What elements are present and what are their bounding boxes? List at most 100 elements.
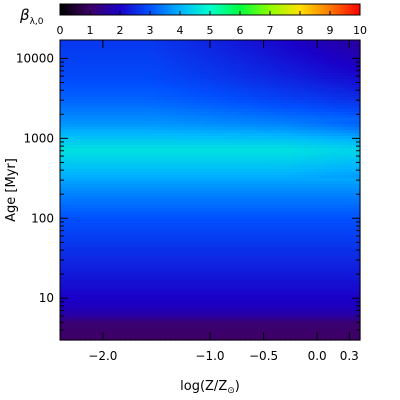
heatmap-cell — [285, 94, 291, 98]
heatmap-cell — [335, 229, 341, 233]
heatmap-cell — [135, 58, 141, 62]
heatmap-cell — [120, 178, 126, 182]
heatmap-cell — [70, 214, 76, 218]
heatmap-cell — [70, 169, 76, 173]
heatmap-cell — [315, 202, 321, 206]
heatmap-cell — [160, 67, 166, 71]
heatmap-cell — [340, 277, 346, 281]
heatmap-cell — [195, 262, 201, 266]
heatmap-cell — [165, 55, 171, 59]
heatmap-cell — [355, 274, 361, 278]
heatmap-cell — [180, 43, 186, 47]
heatmap-cell — [265, 163, 271, 167]
heatmap-cell — [355, 187, 361, 191]
heatmap-cell — [310, 262, 316, 266]
heatmap-cell — [300, 40, 306, 44]
heatmap-cell — [180, 127, 186, 131]
heatmap-cell — [80, 274, 86, 278]
heatmap-cell — [280, 40, 286, 44]
heatmap-cell — [240, 142, 246, 146]
heatmap-cell — [90, 52, 96, 56]
heatmap-cell — [270, 205, 276, 209]
heatmap-cell — [170, 217, 176, 221]
heatmap-cell — [110, 232, 116, 236]
heatmap-cell — [345, 100, 351, 104]
heatmap-cell — [295, 217, 301, 221]
heatmap-cell — [330, 178, 336, 182]
heatmap-cell — [130, 193, 136, 197]
heatmap-cell — [345, 142, 351, 146]
heatmap-cell — [250, 133, 256, 137]
heatmap-cell — [205, 250, 211, 254]
heatmap-cell — [275, 151, 281, 155]
heatmap-cell — [195, 247, 201, 251]
heatmap-cell — [175, 229, 181, 233]
heatmap-cell — [125, 163, 131, 167]
heatmap-cell — [60, 136, 66, 140]
heatmap-cell — [265, 205, 271, 209]
heatmap-cell — [120, 142, 126, 146]
heatmap-cell — [205, 151, 211, 155]
heatmap-cell — [355, 97, 361, 101]
heatmap-cell — [120, 223, 126, 227]
heatmap-cell — [235, 226, 241, 230]
heatmap-cell — [140, 163, 146, 167]
heatmap-cell — [70, 64, 76, 68]
heatmap-cell — [240, 247, 246, 251]
heatmap-cell — [125, 133, 131, 137]
heatmap-cell — [355, 169, 361, 173]
heatmap-cell — [335, 199, 341, 203]
heatmap-cell — [310, 271, 316, 275]
heatmap-cell — [95, 202, 101, 206]
heatmap-cell — [90, 169, 96, 173]
heatmap-cell — [200, 199, 206, 203]
heatmap-cell — [355, 172, 361, 176]
heatmap-cell — [200, 268, 206, 272]
heatmap-cell — [215, 259, 221, 263]
heatmap-cell — [270, 187, 276, 191]
heatmap-cell — [155, 49, 161, 53]
heatmap-cell — [255, 274, 261, 278]
heatmap-cell — [165, 169, 171, 173]
heatmap-cell — [335, 46, 341, 50]
heatmap-cell — [215, 181, 221, 185]
heatmap-cell — [220, 286, 226, 290]
heatmap-cell — [145, 241, 151, 245]
heatmap-cell — [250, 85, 256, 89]
heatmap-cell — [300, 283, 306, 287]
heatmap-cell — [280, 85, 286, 89]
heatmap-cell — [180, 49, 186, 53]
heatmap-cell — [65, 232, 71, 236]
heatmap-cell — [315, 235, 321, 239]
heatmap-cell — [150, 61, 156, 65]
heatmap-cell — [320, 265, 326, 269]
heatmap-cell — [100, 271, 106, 275]
heatmap-cell — [105, 85, 111, 89]
heatmap-cell — [185, 163, 191, 167]
heatmap-cell — [215, 112, 221, 116]
heatmap-cell — [270, 238, 276, 242]
heatmap-cell — [205, 136, 211, 140]
heatmap-cell — [130, 49, 136, 53]
heatmap-cell — [245, 220, 251, 224]
heatmap-cell — [350, 169, 356, 173]
heatmap-cell — [155, 205, 161, 209]
heatmap-cell — [310, 268, 316, 272]
heatmap-cell — [75, 118, 81, 122]
heatmap-cell — [270, 76, 276, 80]
heatmap-cell — [105, 103, 111, 107]
heatmap-cell — [90, 271, 96, 275]
heatmap-cell — [100, 115, 106, 119]
heatmap-cell — [325, 214, 331, 218]
heatmap-cell — [280, 154, 286, 158]
heatmap-cell — [220, 163, 226, 167]
heatmap-cell — [255, 67, 261, 71]
heatmap-cell — [315, 211, 321, 215]
heatmap-cell — [180, 277, 186, 281]
heatmap-cell — [315, 133, 321, 137]
heatmap-cell — [105, 136, 111, 140]
heatmap-cell — [175, 241, 181, 245]
heatmap-cell — [350, 217, 356, 221]
heatmap-cell — [190, 178, 196, 182]
heatmap-cell — [65, 82, 71, 86]
